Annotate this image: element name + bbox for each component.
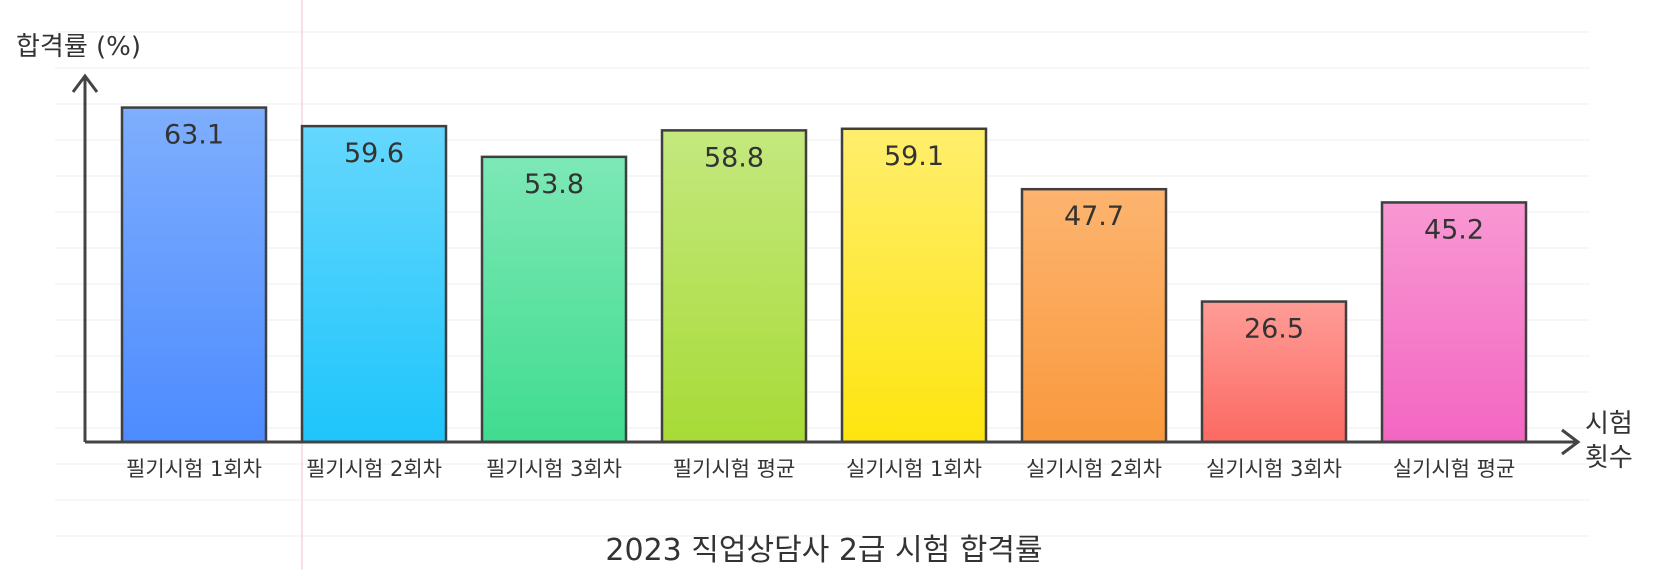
tick-label: 필기시험 3회차 xyxy=(486,457,622,481)
value-label: 53.8 xyxy=(524,169,584,200)
bar xyxy=(1200,300,1348,444)
value-labels: 63.1 59.6 53.8 58.8 59.1 47.7 26.5 45.2 xyxy=(164,120,1484,345)
tick-label: 필기시험 평균 xyxy=(673,457,796,481)
x-axis-arrow-icon xyxy=(1561,428,1581,456)
tick-label: 실기시험 1회차 xyxy=(846,457,982,481)
tick-label: 필기시험 1회차 xyxy=(126,457,262,481)
y-axis-arrow-icon xyxy=(71,73,99,93)
bar xyxy=(840,127,988,444)
bar xyxy=(120,106,268,444)
x-axis-label-line2: 횟수 xyxy=(1585,443,1633,473)
value-label: 63.1 xyxy=(164,120,224,151)
value-label: 59.6 xyxy=(344,138,404,169)
chart-title: 2023 직업상담사 2급 시험 합격률 xyxy=(605,533,1042,568)
tick-label: 실기시험 3회차 xyxy=(1206,457,1342,481)
tick-label: 실기시험 2회차 xyxy=(1026,457,1162,481)
gridlines xyxy=(55,31,1590,537)
bars xyxy=(120,106,1528,444)
tick-labels: 필기시험 1회차 필기시험 2회차 필기시험 3회차 필기시험 평균 실기시험 1회차 실… xyxy=(126,457,1515,481)
tick-label: 필기시험 2회차 xyxy=(306,457,442,481)
value-label: 59.1 xyxy=(884,141,944,172)
value-label: 58.8 xyxy=(704,142,764,173)
value-label: 47.7 xyxy=(1064,201,1124,232)
bar xyxy=(300,124,448,444)
value-label: 26.5 xyxy=(1244,314,1304,345)
value-label: 45.2 xyxy=(1424,214,1484,245)
tick-label: 실기시험 평균 xyxy=(1393,457,1516,481)
bar xyxy=(660,129,808,444)
x-axis-label-line1: 시험 xyxy=(1585,409,1633,439)
axes xyxy=(71,73,1581,456)
bar xyxy=(1020,187,1168,444)
y-axis-label: 합격률 (%) xyxy=(16,32,141,62)
